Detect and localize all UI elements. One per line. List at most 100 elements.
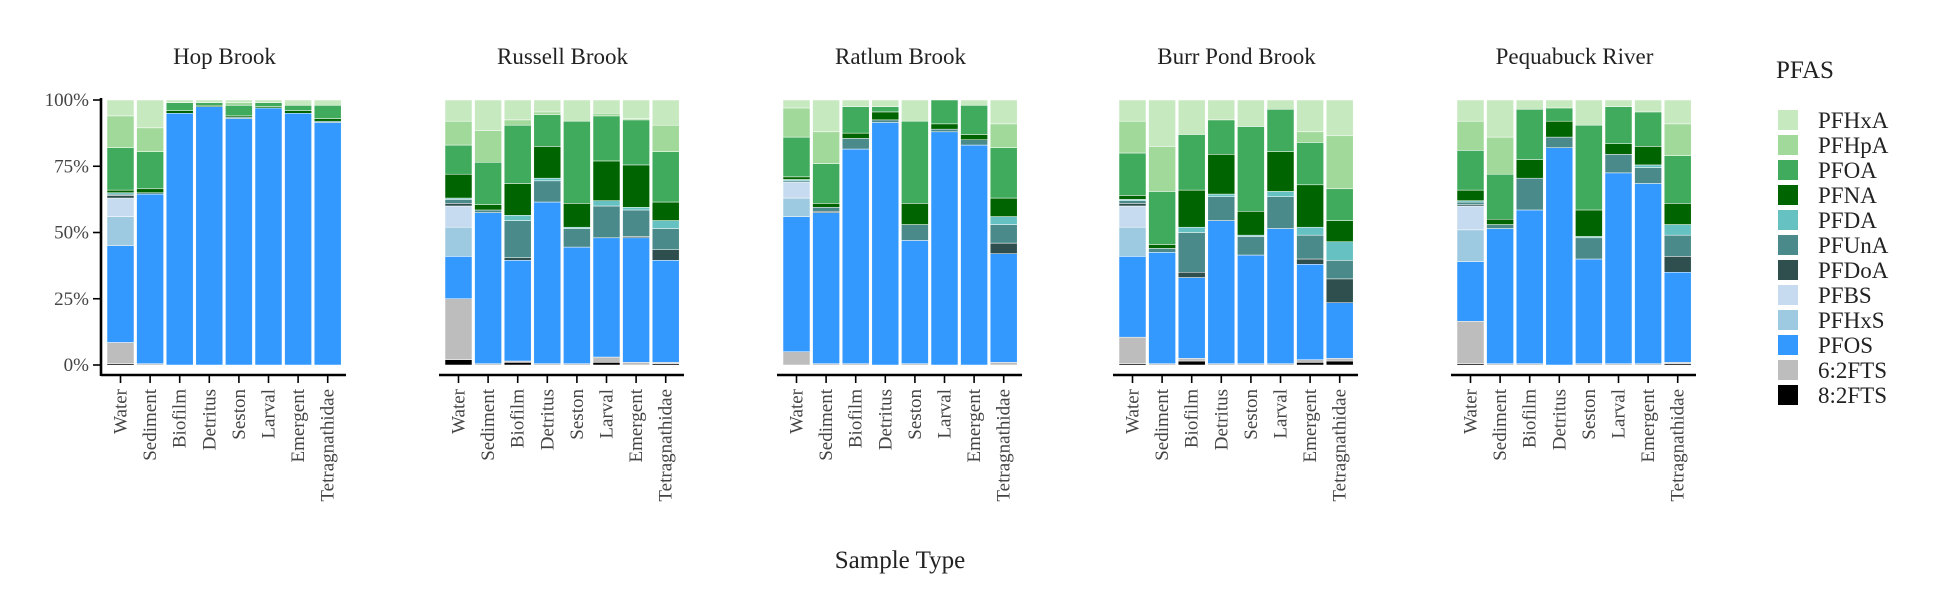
bar-segment-hop-brook-water-pfhxa bbox=[106, 99, 135, 117]
bar-segment-burr-pond-brook-biofilm-pfoa bbox=[1177, 134, 1206, 191]
bar-segment-russell-brook-sediment-pfhpa bbox=[474, 130, 502, 163]
bar-segment-pequabuck-river-detritus-pfhxa bbox=[1545, 99, 1574, 109]
bar-segment-burr-pond-brook-detritus-pfna bbox=[1207, 154, 1236, 195]
bar-segment-pequabuck-river-tetragnathidae-pfda bbox=[1663, 224, 1692, 236]
bar-segment-hop-brook-emergent-pfoa bbox=[284, 105, 312, 111]
bar-segment-russell-brook-seston-pfhxa bbox=[563, 99, 591, 122]
bar-segment-russell-brook-emergent-pfos bbox=[622, 237, 650, 363]
legend-swatch-pfuna bbox=[1778, 235, 1798, 255]
bar-segment-russell-brook-larval-pfos bbox=[592, 237, 621, 358]
bar-segment-ratlum-brook-seston-pfna bbox=[901, 203, 929, 225]
bar-segment-pequabuck-river-emergent-pfos bbox=[1634, 183, 1662, 364]
bar-segment-russell-brook-biofilm-pfoa bbox=[503, 124, 532, 184]
bar-segment-ratlum-brook-tetragnathidae-pfos bbox=[989, 253, 1018, 363]
bar-segment-burr-pond-brook-seston-pfuna bbox=[1237, 236, 1265, 256]
bar-segment-ratlum-brook-water-6:2fts bbox=[782, 351, 811, 366]
bar-segment-burr-pond-brook-detritus-pfuna bbox=[1207, 196, 1236, 221]
bar-segment-russell-brook-detritus-pfuna bbox=[533, 180, 562, 203]
bar-segment-russell-brook-emergent-pfhxa bbox=[622, 99, 650, 119]
bar-segment-burr-pond-brook-tetragnathidae-pfda bbox=[1325, 241, 1354, 261]
bar-segment-burr-pond-brook-sediment-pfos bbox=[1148, 252, 1176, 364]
bar-segment-hop-brook-emergent-pfos bbox=[284, 113, 312, 366]
bar-segment-burr-pond-brook-detritus-pfos bbox=[1207, 220, 1236, 364]
legend-swatch-pfna bbox=[1778, 185, 1798, 205]
bar-segment-pequabuck-river-tetragnathidae-pfna bbox=[1663, 203, 1692, 225]
bar-segment-russell-brook-emergent-pfuna bbox=[622, 209, 650, 237]
bar-segment-russell-brook-tetragnathidae-pfna bbox=[651, 201, 680, 221]
category-label-4-4: Seston bbox=[1579, 389, 1600, 440]
bar-segment-hop-brook-larval-pfoa bbox=[254, 102, 283, 107]
bar-segment-ratlum-brook-tetragnathidae-pfna bbox=[989, 197, 1018, 217]
bar-segment-ratlum-brook-detritus-pfos bbox=[871, 122, 900, 366]
category-label-0-5: Larval bbox=[259, 389, 280, 439]
bar-segment-russell-brook-water-pfhxa bbox=[444, 99, 473, 122]
bar-segment-ratlum-brook-tetragnathidae-6:2fts bbox=[989, 362, 1018, 366]
bar-segment-ratlum-brook-sediment-pfhxa bbox=[812, 99, 840, 133]
bar-segment-ratlum-brook-tetragnathidae-pfhxa bbox=[989, 99, 1018, 125]
x-axis-title: Sample Type bbox=[835, 547, 965, 574]
bar-segment-russell-brook-water-pfbs bbox=[444, 205, 473, 228]
bar-segment-pequabuck-river-biofilm-pfuna bbox=[1515, 177, 1544, 211]
bar-segment-hop-brook-tetragnathidae-pfna bbox=[313, 118, 342, 122]
category-label-3-3: Detritus bbox=[1211, 389, 1232, 450]
bar-segment-burr-pond-brook-emergent-pfda bbox=[1296, 226, 1324, 236]
bar-segment-burr-pond-brook-water-pfos bbox=[1118, 256, 1147, 338]
bar-segment-pequabuck-river-tetragnathidae-pfhxa bbox=[1663, 99, 1692, 125]
bar-segment-russell-brook-tetragnathidae-pfuna bbox=[651, 228, 680, 250]
bar-segment-russell-brook-larval-8:2fts bbox=[592, 362, 621, 366]
bar-segment-burr-pond-brook-seston-pfoa bbox=[1237, 126, 1265, 212]
bar-segment-burr-pond-brook-larval-pfhxa bbox=[1266, 99, 1295, 110]
bar-segment-burr-pond-brook-sediment-pfna bbox=[1148, 244, 1176, 249]
bar-segment-hop-brook-water-pfna bbox=[106, 189, 135, 194]
panel-title-2: Ratlum Brook bbox=[835, 44, 966, 69]
bar-segment-burr-pond-brook-emergent-pfhpa bbox=[1296, 131, 1324, 143]
legend-label-pfuna: PFUnA bbox=[1818, 233, 1889, 258]
bar-segment-russell-brook-emergent-pfda bbox=[622, 207, 650, 211]
category-label-4-0: Water bbox=[1461, 388, 1482, 434]
bar-segment-hop-brook-water-pfoa bbox=[106, 147, 135, 191]
category-label-2-7: Tetragnathidae bbox=[994, 389, 1015, 502]
category-label-1-6: Emergent bbox=[626, 388, 647, 462]
bar-segment-burr-pond-brook-biofilm-pfdoa bbox=[1177, 272, 1206, 278]
bar-segment-hop-brook-water-pfhxs bbox=[106, 216, 135, 247]
bar-segment-burr-pond-brook-water-6:2fts bbox=[1118, 336, 1147, 364]
bar-segment-ratlum-brook-tetragnathidae-pfda bbox=[989, 216, 1018, 225]
bar-segment-pequabuck-river-water-pfbs bbox=[1456, 205, 1485, 231]
bar-segment-russell-brook-water-pfna bbox=[444, 173, 473, 199]
bar-segment-russell-brook-seston-pfuna bbox=[563, 228, 591, 248]
bar-segment-burr-pond-brook-water-pfna bbox=[1118, 195, 1147, 200]
legend-swatch-pfda bbox=[1778, 210, 1798, 230]
bar-segment-burr-pond-brook-tetragnathidae-pfos bbox=[1325, 302, 1354, 359]
bar-segment-burr-pond-brook-sediment-pfhpa bbox=[1148, 146, 1176, 192]
bar-segment-hop-brook-biofilm-pfna bbox=[165, 110, 194, 114]
y-tick-label-0: 0% bbox=[64, 355, 90, 376]
bar-segment-burr-pond-brook-water-pfoa bbox=[1118, 152, 1147, 196]
bar-segment-pequabuck-river-tetragnathidae-pfoa bbox=[1663, 155, 1692, 204]
bar-segment-pequabuck-river-sediment-pfhxa bbox=[1486, 99, 1514, 138]
bar-segment-hop-brook-biofilm-pfos bbox=[165, 113, 194, 366]
bar-segment-burr-pond-brook-tetragnathidae-pfuna bbox=[1325, 260, 1354, 280]
bar-segment-pequabuck-river-detritus-pfos bbox=[1545, 147, 1574, 366]
bar-segment-russell-brook-detritus-pfos bbox=[533, 201, 562, 364]
bar-segment-pequabuck-river-seston-pfhxa bbox=[1575, 99, 1603, 126]
bar-segment-burr-pond-brook-sediment-pfuna bbox=[1148, 248, 1176, 253]
bar-segment-russell-brook-sediment-pfuna bbox=[474, 209, 502, 213]
bar-segment-ratlum-brook-emergent-pfuna bbox=[960, 139, 988, 146]
bar-segment-burr-pond-brook-tetragnathidae-pfna bbox=[1325, 220, 1354, 243]
panel-title-1: Russell Brook bbox=[497, 44, 628, 69]
bar-segment-pequabuck-river-emergent-pfuna bbox=[1634, 167, 1662, 184]
bar-segment-burr-pond-brook-emergent-pfuna bbox=[1296, 234, 1324, 260]
category-label-2-3: Detritus bbox=[875, 389, 896, 450]
bar-segment-russell-brook-sediment-pfhxa bbox=[474, 99, 502, 131]
bar-segment-hop-brook-emergent-pfna bbox=[284, 110, 312, 114]
bar-segment-burr-pond-brook-water-pfuna bbox=[1118, 200, 1147, 204]
bar-segment-burr-pond-brook-seston-pfhxa bbox=[1237, 99, 1265, 127]
category-label-0-4: Seston bbox=[229, 389, 250, 440]
bar-segment-pequabuck-river-larval-pfos bbox=[1604, 172, 1633, 364]
bar-segment-hop-brook-tetragnathidae-pfoa bbox=[313, 105, 342, 119]
bar-segment-pequabuck-river-detritus-pfna bbox=[1545, 120, 1574, 138]
bar-segment-hop-brook-water-pfos bbox=[106, 245, 135, 343]
bar-segment-pequabuck-river-water-pfos bbox=[1456, 261, 1485, 322]
bar-segment-ratlum-brook-water-pfos bbox=[782, 216, 811, 352]
bar-segment-hop-brook-water-pfdoa bbox=[106, 195, 135, 199]
